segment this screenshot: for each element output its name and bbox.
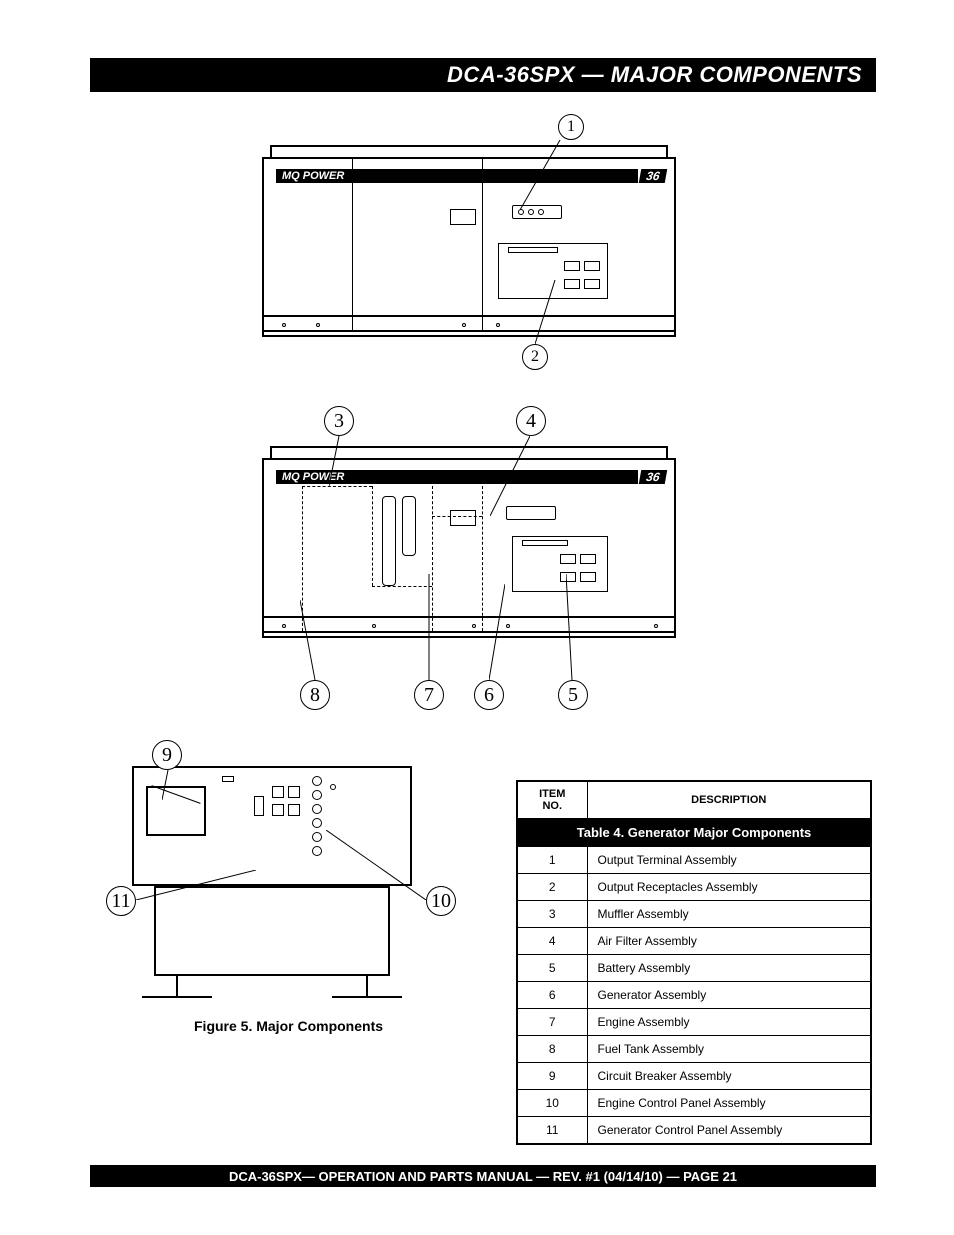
diagram-exterior: MQ POWER 36 (262, 145, 676, 375)
table-row: 9Circuit Breaker Assembly (517, 1063, 871, 1090)
leader-3 (329, 436, 349, 486)
leader-4 (490, 436, 530, 516)
table-row: 5Battery Assembly (517, 955, 871, 982)
table-row: 7Engine Assembly (517, 1009, 871, 1036)
callout-10: 10 (426, 886, 456, 916)
leader-5 (566, 574, 582, 680)
table-header-desc: DESCRIPTION (587, 781, 871, 819)
components-table: Table 4. Generator Major Components ITEM… (516, 780, 872, 1145)
callout-1: 1 (558, 114, 584, 140)
table-row: 10Engine Control Panel Assembly (517, 1090, 871, 1117)
footer-text: DCA-36SPX— OPERATION AND PARTS MANUAL — … (229, 1169, 737, 1184)
leader-11 (136, 870, 256, 900)
leader-1 (520, 140, 580, 210)
callout-3: 3 (324, 406, 354, 436)
leader-7 (425, 574, 435, 680)
table-row: 4Air Filter Assembly (517, 928, 871, 955)
table-header-item: ITEM NO. (517, 781, 587, 819)
footer-bar: DCA-36SPX— OPERATION AND PARTS MANUAL — … (90, 1165, 876, 1187)
table-row: 11Generator Control Panel Assembly (517, 1117, 871, 1145)
table-row: 6Generator Assembly (517, 982, 871, 1009)
table-row: 2Output Receptacles Assembly (517, 874, 871, 901)
leader-8 (300, 600, 330, 680)
table-body: 1Output Terminal Assembly 2Output Recept… (517, 847, 871, 1145)
callout-8: 8 (300, 680, 330, 710)
table-row: 1Output Terminal Assembly (517, 847, 871, 874)
figure-caption: Figure 5. Major Components (194, 1018, 383, 1034)
callout-7: 7 (414, 680, 444, 710)
leader-2 (535, 280, 575, 344)
callout-5: 5 (558, 680, 588, 710)
page-title-bar: DCA-36SPX — MAJOR COMPONENTS (90, 58, 876, 92)
model-badge: 36 (645, 169, 661, 183)
callout-9: 9 (152, 740, 182, 770)
table-title: Table 4. Generator Major Components (517, 819, 871, 847)
table-row: 8Fuel Tank Assembly (517, 1036, 871, 1063)
leader-10 (326, 830, 426, 900)
callout-4: 4 (516, 406, 546, 436)
leader-6 (489, 584, 505, 680)
callout-11: 11 (106, 886, 136, 916)
page-title: DCA-36SPX — MAJOR COMPONENTS (447, 62, 862, 88)
leader-9 (162, 770, 174, 800)
model-badge-2: 36 (645, 470, 661, 484)
callout-2: 2 (522, 344, 548, 370)
brand-label: MQ POWER (282, 170, 344, 182)
callout-6: 6 (474, 680, 504, 710)
table-row: 3Muffler Assembly (517, 901, 871, 928)
